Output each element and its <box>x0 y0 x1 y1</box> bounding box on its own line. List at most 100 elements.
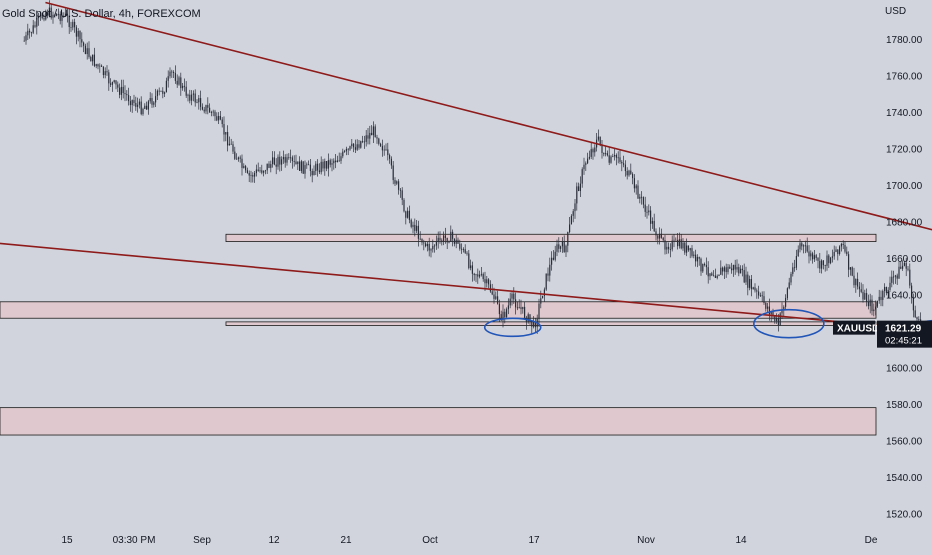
candle-body <box>817 258 819 261</box>
annotation-ellipse[interactable] <box>483 317 542 338</box>
time-axis[interactable]: 15 03:30 PM Sep 12 21 Oct 17 Nov 14 De <box>61 535 877 546</box>
candle-body <box>504 311 506 318</box>
candle-body <box>702 263 704 272</box>
candle-body <box>29 30 31 33</box>
candle-body <box>336 160 338 163</box>
candle-body <box>192 93 194 95</box>
candle-body <box>866 293 868 302</box>
candle-body <box>704 263 706 265</box>
candle-body <box>360 141 362 148</box>
candle-body <box>912 297 914 311</box>
candle-body <box>761 295 763 297</box>
candle-body <box>439 237 441 241</box>
candle-body <box>84 45 86 55</box>
price-zone[interactable] <box>0 301 877 319</box>
candle-body <box>176 80 178 85</box>
candle-body <box>318 170 320 173</box>
candle-body <box>592 149 594 153</box>
price-tick-label: 1700.00 <box>886 181 923 192</box>
candle-body <box>545 273 547 290</box>
candle-body <box>484 279 486 284</box>
candle-body <box>110 83 112 85</box>
candle-body <box>219 115 221 120</box>
candle-body <box>414 224 416 231</box>
candle-body <box>227 131 229 146</box>
candle-body <box>749 279 751 288</box>
candle-body <box>356 144 358 150</box>
candle-body <box>383 149 385 151</box>
candle-body <box>138 101 140 105</box>
price-axis[interactable]: USD 1780.00 1760.00 1740.00 1720.00 1700.00 1… <box>885 6 923 521</box>
candle-body <box>790 273 792 283</box>
candle-body <box>221 119 223 125</box>
time-tick-label: Nov <box>637 535 655 546</box>
candle-body <box>498 303 500 315</box>
candle-body <box>36 18 38 27</box>
candle-body <box>520 307 522 310</box>
candle-body <box>747 274 749 288</box>
candle-body <box>858 286 860 290</box>
candle-body <box>565 245 567 253</box>
candle-body <box>264 170 266 172</box>
last-price-value: 1621.29 <box>885 324 922 335</box>
candle-body <box>32 25 34 33</box>
candle-body <box>399 189 401 191</box>
candle-body <box>529 314 531 323</box>
candle-body <box>392 165 394 181</box>
candle-body <box>252 175 254 177</box>
candle-body <box>794 267 796 269</box>
candle-body <box>101 65 103 67</box>
candle-body <box>848 254 850 270</box>
candle-body <box>284 156 286 163</box>
candle-body <box>768 306 770 315</box>
candle-body <box>398 181 400 190</box>
candle-body <box>304 165 306 174</box>
candle-body <box>687 245 689 251</box>
candle-body <box>900 266 902 269</box>
price-zone[interactable] <box>225 233 877 242</box>
candle-body <box>263 171 265 173</box>
candle-body <box>884 286 886 291</box>
candle-body <box>486 279 488 284</box>
candle-body <box>261 170 263 173</box>
candle-body <box>675 239 677 241</box>
candle-body <box>578 186 580 192</box>
candle-body <box>353 143 355 148</box>
candle-body <box>333 160 335 164</box>
candle-body <box>234 151 236 159</box>
candle-body <box>891 276 893 283</box>
price-zone[interactable] <box>0 407 877 436</box>
candle-body <box>605 153 607 155</box>
candle-body <box>257 169 259 171</box>
trendline[interactable] <box>45 1 932 302</box>
candle-body <box>295 161 297 165</box>
candle-body <box>56 13 58 16</box>
candle-body <box>178 77 180 85</box>
candle-body <box>300 161 302 171</box>
price-zone[interactable] <box>225 321 877 326</box>
candle-body <box>169 71 171 77</box>
trendline[interactable] <box>0 240 932 355</box>
candle-body <box>795 256 797 268</box>
candle-body <box>155 96 157 103</box>
candle-body <box>875 306 877 310</box>
candle-body <box>347 148 349 150</box>
candle-body <box>59 13 61 21</box>
price-tick-label: 1720.00 <box>886 145 923 156</box>
candle-body <box>191 94 193 101</box>
candle-body <box>363 141 365 143</box>
annotation-ellipse[interactable] <box>753 308 825 339</box>
candle-body <box>146 105 148 110</box>
candle-body <box>90 56 92 62</box>
candle-body <box>911 285 913 298</box>
candle-body <box>50 7 52 18</box>
candle-body <box>599 136 601 145</box>
candle-body <box>144 105 146 109</box>
candle-body <box>57 13 59 15</box>
candle-body <box>479 274 481 277</box>
candle-body <box>243 166 245 168</box>
candle-body <box>662 237 664 241</box>
candle-body <box>313 170 315 176</box>
